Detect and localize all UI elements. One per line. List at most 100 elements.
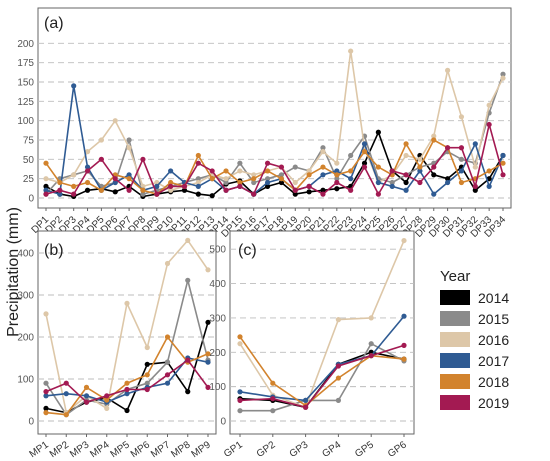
data-point-2016	[144, 344, 150, 351]
data-point-2019	[278, 164, 285, 170]
legend-swatch-2017	[440, 353, 470, 368]
x-tick-label: MP8	[169, 439, 193, 460]
data-point-2018	[63, 412, 69, 418]
data-point-2019	[368, 353, 374, 359]
data-point-2016	[195, 179, 201, 186]
panel-a: 0255075100125150175200DP1DP2DP3DP4DP5DP6…	[17, 7, 512, 240]
data-point-2018	[126, 176, 132, 182]
data-point-2014	[334, 186, 340, 192]
data-point-2017	[168, 168, 174, 174]
data-point-2017	[348, 176, 354, 182]
y-tick-label: 25	[23, 174, 35, 185]
data-point-2015	[348, 152, 354, 159]
data-point-2016	[445, 67, 451, 73]
legend-title: Year	[440, 268, 470, 285]
data-point-2015	[237, 408, 243, 414]
data-point-2016	[112, 118, 118, 124]
data-point-2019	[389, 168, 395, 174]
x-tick-label: GP6	[386, 439, 409, 460]
data-point-2018	[500, 160, 506, 166]
data-point-2018	[401, 356, 407, 362]
data-point-2017	[334, 168, 340, 174]
data-point-2018	[306, 172, 312, 178]
panel-label: (a)	[44, 15, 64, 32]
data-point-2018	[458, 179, 465, 186]
data-point-2018	[431, 137, 437, 143]
data-point-2019	[472, 183, 478, 189]
data-point-2019	[126, 187, 132, 193]
y-tick-label: 125	[17, 97, 34, 108]
data-point-2016	[417, 156, 423, 162]
x-tick-label: MP1	[28, 439, 52, 460]
data-point-2018	[209, 176, 215, 182]
y-axis-label: Precipitation (mm)	[5, 207, 22, 337]
legend-label-2016: 2016	[478, 332, 509, 348]
data-point-2014	[144, 361, 150, 367]
data-point-2018	[237, 179, 243, 186]
data-point-2017	[71, 83, 77, 89]
data-point-2016	[237, 168, 243, 174]
data-point-2019	[292, 187, 298, 193]
data-point-2017	[445, 179, 451, 186]
legend-swatch-2016	[440, 332, 470, 347]
data-point-2017	[83, 393, 90, 399]
data-point-2018	[71, 183, 77, 189]
data-point-2017	[164, 380, 171, 386]
data-point-2014	[445, 176, 451, 182]
data-point-2015	[320, 145, 326, 151]
data-point-2017	[84, 164, 91, 170]
data-point-2017	[389, 183, 395, 189]
data-point-2016	[251, 172, 257, 178]
data-point-2018	[361, 149, 368, 155]
data-point-2019	[264, 160, 271, 166]
y-tick-label: 50	[23, 155, 35, 166]
data-point-2019	[144, 386, 150, 393]
data-point-2018	[417, 164, 423, 170]
data-point-2019	[71, 191, 77, 197]
data-point-2014	[43, 183, 49, 189]
data-point-2018	[403, 141, 409, 147]
data-point-2018	[164, 334, 171, 340]
data-point-2014	[403, 179, 409, 186]
legend-swatch-2018	[440, 374, 470, 389]
data-point-2019	[43, 191, 49, 197]
data-point-2019	[181, 183, 188, 189]
x-tick-label: MP3	[68, 439, 92, 460]
data-point-2014	[84, 187, 91, 193]
data-point-2015	[140, 191, 146, 197]
y-tick-label: 0	[220, 417, 226, 428]
panel-label: (c)	[238, 242, 257, 259]
data-point-2017	[43, 393, 49, 399]
data-point-2018	[124, 380, 130, 386]
data-point-2014	[205, 319, 211, 325]
data-point-2015	[368, 341, 374, 347]
x-tick-label: MP5	[109, 439, 133, 460]
data-point-2016	[368, 315, 374, 321]
data-point-2016	[205, 267, 211, 273]
data-point-2015	[292, 164, 298, 170]
data-point-2016	[185, 237, 191, 243]
data-point-2019	[306, 183, 312, 189]
data-point-2019	[270, 396, 276, 402]
data-point-2018	[205, 351, 211, 357]
x-tick-label: GP3	[288, 439, 311, 460]
data-point-2019	[500, 172, 506, 178]
y-tick-label: 175	[17, 58, 34, 69]
y-tick-label: 100	[17, 116, 34, 127]
data-point-2018	[57, 179, 63, 186]
data-point-2015	[278, 172, 285, 178]
y-tick-label: 100	[17, 375, 34, 386]
data-point-2017	[237, 389, 243, 395]
data-point-2015	[264, 176, 271, 182]
series-line-2016	[239, 240, 405, 409]
data-point-2018	[375, 164, 381, 170]
data-point-2017	[43, 187, 49, 193]
data-point-2017	[361, 141, 368, 147]
data-point-2017	[486, 183, 492, 189]
data-point-2018	[334, 172, 340, 178]
data-point-2018	[195, 152, 201, 159]
series-line-2016	[45, 50, 504, 192]
data-point-2019	[124, 386, 130, 393]
plot-frame	[229, 230, 415, 435]
